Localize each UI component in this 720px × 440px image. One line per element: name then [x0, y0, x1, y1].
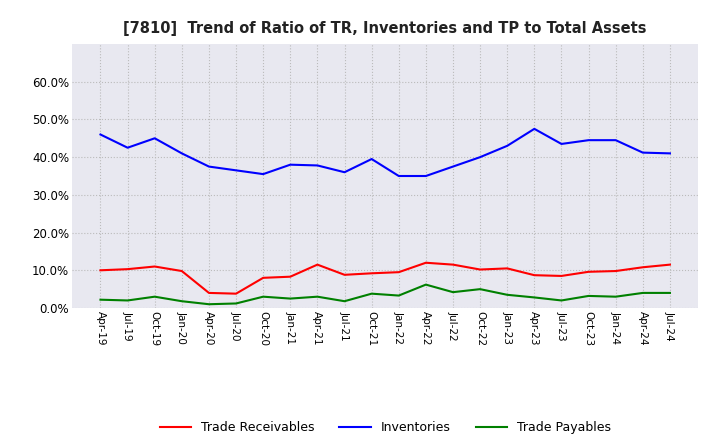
Trade Payables	[367, 291, 376, 296]
Trade Receivables	[313, 262, 322, 267]
Inventories	[341, 169, 349, 175]
Trade Payables	[395, 293, 403, 298]
Trade Payables	[421, 282, 430, 287]
Trade Payables	[557, 298, 566, 303]
Trade Receivables	[286, 274, 294, 279]
Trade Receivables	[341, 272, 349, 278]
Trade Receivables	[204, 290, 213, 296]
Trade Payables	[286, 296, 294, 301]
Trade Receivables	[259, 275, 268, 280]
Trade Receivables	[611, 268, 620, 274]
Inventories	[611, 138, 620, 143]
Inventories	[286, 162, 294, 167]
Trade Payables	[123, 298, 132, 303]
Inventories	[503, 143, 511, 148]
Trade Receivables	[503, 266, 511, 271]
Inventories	[530, 126, 539, 132]
Inventories	[639, 150, 647, 155]
Inventories	[150, 136, 159, 141]
Inventories	[665, 151, 674, 156]
Trade Payables	[150, 294, 159, 299]
Inventories	[557, 141, 566, 147]
Inventories	[395, 173, 403, 179]
Inventories	[584, 138, 593, 143]
Trade Receivables	[150, 264, 159, 269]
Trade Receivables	[123, 267, 132, 272]
Trade Payables	[611, 294, 620, 299]
Title: [7810]  Trend of Ratio of TR, Inventories and TP to Total Assets: [7810] Trend of Ratio of TR, Inventories…	[123, 21, 647, 36]
Trade Payables	[665, 290, 674, 296]
Trade Payables	[204, 301, 213, 307]
Trade Receivables	[557, 273, 566, 279]
Legend: Trade Receivables, Inventories, Trade Payables: Trade Receivables, Inventories, Trade Pa…	[155, 416, 616, 439]
Trade Receivables	[367, 271, 376, 276]
Inventories	[449, 164, 457, 169]
Inventories	[96, 132, 105, 137]
Inventories	[313, 163, 322, 168]
Inventories	[232, 168, 240, 173]
Inventories	[476, 154, 485, 160]
Trade Payables	[259, 294, 268, 299]
Inventories	[204, 164, 213, 169]
Trade Payables	[503, 292, 511, 297]
Trade Receivables	[96, 268, 105, 273]
Inventories	[259, 172, 268, 177]
Trade Payables	[449, 290, 457, 295]
Trade Receivables	[476, 267, 485, 272]
Trade Receivables	[530, 272, 539, 278]
Trade Receivables	[584, 269, 593, 275]
Trade Payables	[96, 297, 105, 302]
Trade Payables	[639, 290, 647, 296]
Inventories	[178, 151, 186, 156]
Inventories	[421, 173, 430, 179]
Trade Payables	[341, 299, 349, 304]
Trade Payables	[178, 299, 186, 304]
Trade Payables	[313, 294, 322, 299]
Trade Receivables	[395, 270, 403, 275]
Trade Receivables	[178, 268, 186, 274]
Trade Receivables	[639, 264, 647, 270]
Trade Receivables	[449, 262, 457, 267]
Trade Payables	[584, 293, 593, 299]
Inventories	[367, 156, 376, 161]
Trade Receivables	[232, 291, 240, 296]
Trade Receivables	[665, 262, 674, 267]
Line: Trade Receivables: Trade Receivables	[101, 263, 670, 293]
Trade Payables	[476, 286, 485, 292]
Line: Inventories: Inventories	[101, 129, 670, 176]
Trade Payables	[232, 301, 240, 306]
Line: Trade Payables: Trade Payables	[101, 285, 670, 304]
Inventories	[123, 145, 132, 150]
Trade Receivables	[421, 260, 430, 265]
Trade Payables	[530, 295, 539, 300]
